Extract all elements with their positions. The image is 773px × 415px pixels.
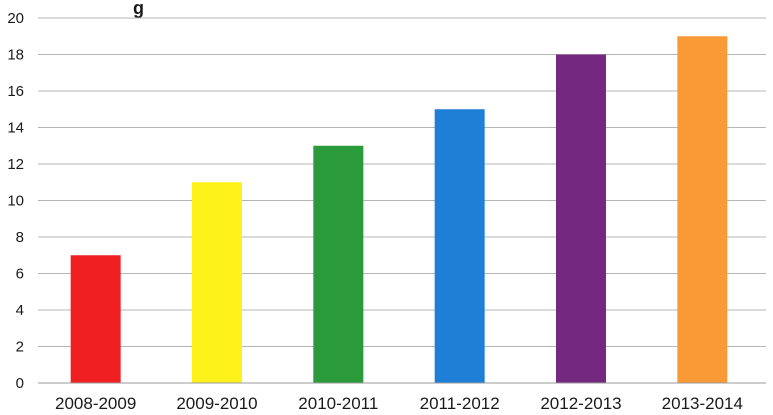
- bar-2009-2010: [192, 182, 242, 383]
- x-category-label: 2011-2012: [420, 394, 500, 413]
- y-tick-label: 14: [7, 120, 24, 137]
- bar-2012-2013: [556, 54, 606, 383]
- gridlines: [38, 17, 766, 347]
- y-tick-label: 2: [16, 339, 24, 356]
- y-tick-label: 4: [16, 302, 24, 319]
- x-axis-category-labels: 2008-2009 2009-2010 2010-2011 2011-2012 2012…: [55, 394, 743, 413]
- y-tick-label: 6: [16, 266, 24, 283]
- y-tick-label: 12: [7, 156, 24, 173]
- bar-2010-2011: [313, 145, 364, 383]
- x-category-label: 2008-2009: [55, 394, 136, 413]
- y-tick-label: 0: [16, 375, 24, 392]
- y-axis-tick-labels: 0 2 4 6 8 10 12 14 16 18 20: [7, 10, 24, 392]
- bar-2013-2014: [677, 36, 728, 383]
- x-category-label: 2009-2010: [176, 394, 257, 413]
- bars: [70, 36, 728, 383]
- bar-2008-2009: [70, 255, 121, 383]
- bar-2011-2012: [434, 109, 485, 383]
- x-category-label: 2010-2011: [298, 394, 378, 413]
- y-tick-label: 10: [7, 193, 24, 210]
- y-tick-label: 8: [16, 229, 24, 246]
- y-tick-label: 16: [7, 83, 24, 100]
- y-tick-label: 18: [7, 47, 24, 64]
- x-category-label: 2013-2014: [662, 394, 743, 413]
- y-tick-label: 20: [7, 10, 24, 27]
- chart-title: g: [133, 0, 144, 18]
- x-category-label: 2012-2013: [540, 394, 621, 413]
